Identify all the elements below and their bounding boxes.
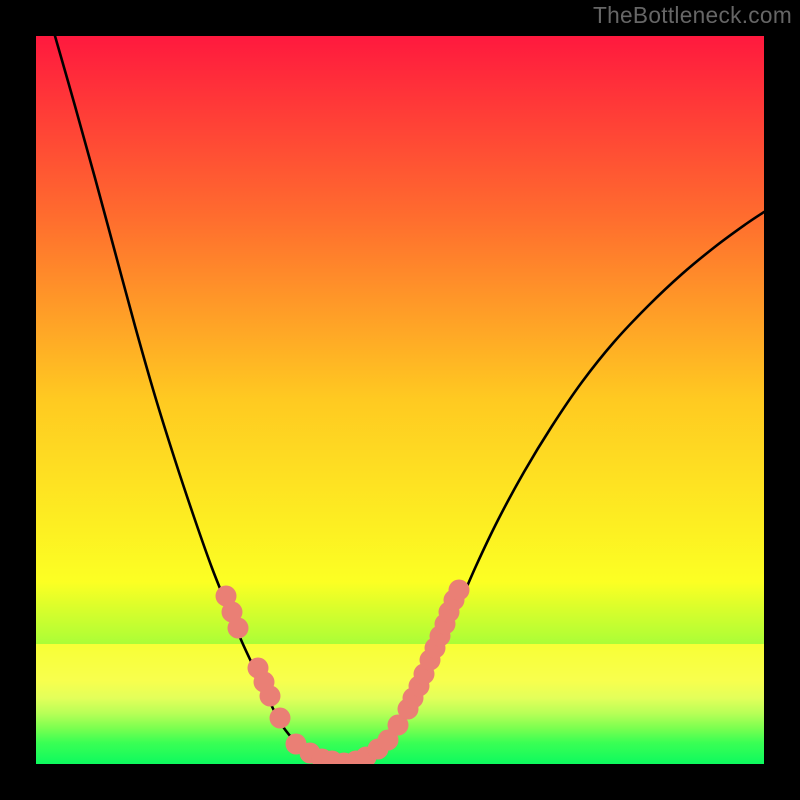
dot-marker (449, 580, 470, 601)
dot-marker (228, 618, 249, 639)
chart-plot-area (36, 36, 764, 764)
dot-marker (270, 708, 291, 729)
chart-overlay-svg (36, 36, 764, 764)
watermark-label: TheBottleneck.com (593, 2, 792, 29)
bottleneck-curve (55, 36, 764, 763)
dot-cluster (216, 580, 470, 765)
dot-marker (260, 686, 281, 707)
